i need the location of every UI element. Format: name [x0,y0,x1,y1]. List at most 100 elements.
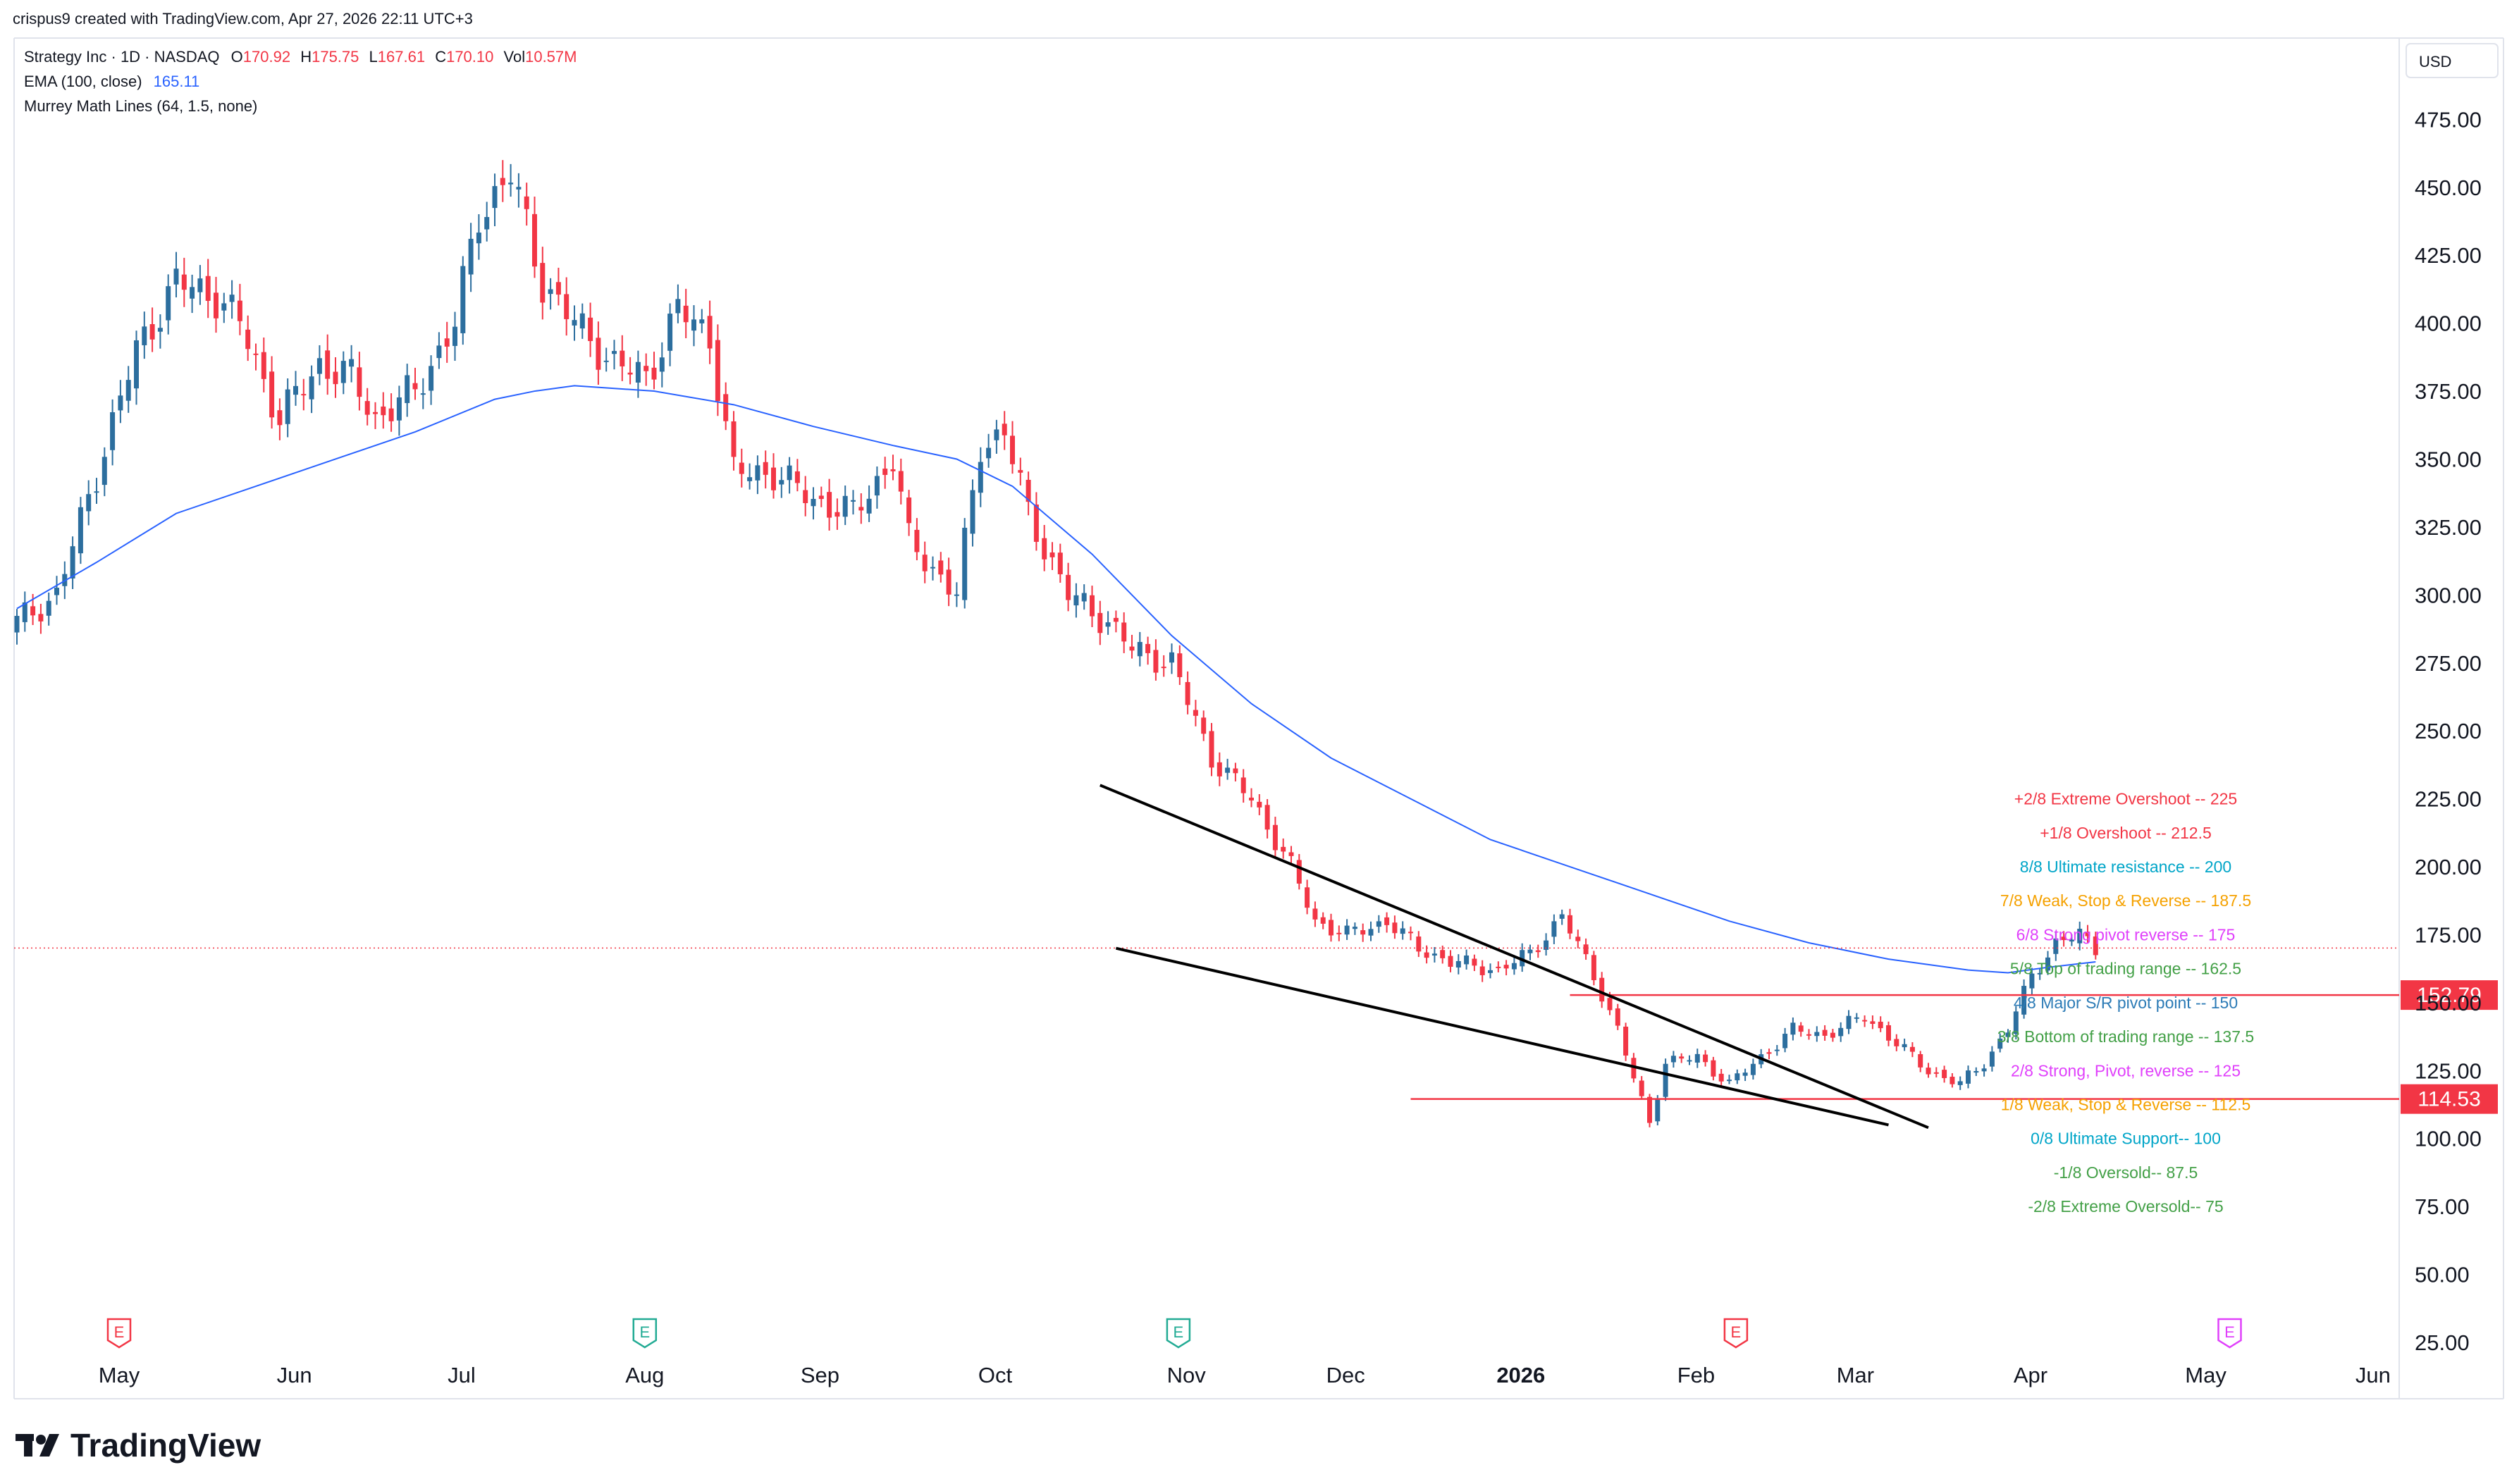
candle-body [205,276,211,301]
tradingview-logo[interactable]: TradingView [16,1426,261,1464]
candle-body [125,380,131,401]
candle-body [890,469,896,471]
legend-ema-row[interactable]: EMA (100, close) 165.11 [24,73,199,91]
candle [1711,1056,1716,1081]
candle-body [954,594,959,596]
candle [500,160,505,202]
candle-body [1870,1021,1876,1025]
candle-body [1105,622,1111,627]
candle [1735,1069,1740,1084]
candle-body [1336,932,1342,934]
candle-body [1703,1054,1708,1063]
earnings-marker[interactable]: E [632,1318,658,1349]
candle-body [1193,710,1198,716]
candle-body [596,338,601,370]
candle [1997,1033,2003,1053]
candle [1137,631,1143,667]
candle [1886,1021,1891,1046]
candle-body [325,350,331,379]
candle-body [1217,762,1222,777]
candle-body [1073,595,1079,606]
candle [1384,912,1390,933]
low-label: L [369,48,378,66]
y-tick-label: 200.00 [2415,855,2482,879]
candle-body [1591,955,1596,980]
candle-body [1408,932,1413,934]
candle-body [38,614,44,622]
candle-body [1615,1008,1620,1026]
earnings-marker[interactable]: E [106,1318,132,1349]
candle-body [1503,965,1509,969]
candle-body [476,233,481,244]
y-tick-label: 475.00 [2415,107,2482,132]
candle-body [381,406,386,416]
earnings-marker[interactable]: E [2217,1318,2242,1349]
candle-body [612,351,617,354]
candle-body [1090,595,1095,617]
candle-body [412,383,418,390]
y-tick-label: 125.00 [2415,1058,2482,1083]
candle [1520,943,1525,972]
candle [771,453,776,499]
candle-body [1249,797,1254,800]
candle-body [1201,717,1207,734]
candle [1272,817,1278,857]
x-tick-label: Feb [1677,1363,1715,1387]
candle [954,582,959,607]
candle [1981,1064,1987,1077]
candle [787,457,792,494]
candle [532,196,537,278]
time-axis[interactable]: May Jun Jul Aug Sep Oct Nov Dec 2026 Feb Mar Apr May… [99,1363,2519,1387]
candle [142,311,147,359]
candle [2085,925,2090,944]
candle [149,307,155,352]
candle-body [699,319,705,323]
x-tick-label: Jul [448,1363,476,1387]
earnings-marker[interactable]: E [1723,1318,1749,1349]
candle [1639,1076,1644,1100]
candle [1042,524,1047,571]
candle [436,332,442,369]
candle-body [1966,1070,1971,1084]
legend-murrey-row[interactable]: Murrey Math Lines (64, 1.5, none) [24,97,258,115]
candle [1973,1067,1979,1076]
candle [667,303,673,366]
y-tick-label: 225.00 [2415,787,2482,812]
currency-box[interactable]: USD [2406,43,2499,78]
candle-body [30,606,36,616]
candle-body [1416,936,1422,952]
candle [882,457,888,489]
candle [396,385,402,436]
candle-body [851,500,856,502]
candle-body [1296,860,1302,884]
candle-body [1878,1021,1883,1029]
open-label: O [230,48,243,66]
price-axis[interactable]: 25.00 50.00 75.00 100.00 125.00 150.00 175.00 2… [2415,107,2482,1355]
candle-body [285,389,290,424]
y-tick-label: 425.00 [2415,243,2482,268]
candle-body [994,429,999,440]
candle-body [1511,963,1517,970]
candle [118,380,123,423]
candle-body [555,282,561,295]
candle-body [142,326,147,345]
candle [1336,925,1342,941]
earnings-marker[interactable]: E [1166,1318,1191,1349]
symbol-name[interactable]: Strategy Inc · 1D · NASDAQ [24,48,220,66]
candle [1440,945,1446,964]
y-tick-label: 150.00 [2415,991,2482,1015]
candle [755,455,760,495]
murrey-level-label: 7/8 Weak, Stop & Reverse -- 187.5 [2000,891,2251,910]
candle-body [906,497,912,524]
candle-body [779,480,784,485]
wedge-line[interactable] [1115,946,1889,1127]
candle [1814,1026,1820,1042]
candle [444,321,450,363]
level-price-tag [2401,980,2498,1010]
candle [1145,636,1151,665]
vol-label: Vol [503,48,526,66]
wedge-line[interactable] [1100,784,1929,1130]
candle-body [1535,950,1541,953]
earnings-letter: E [2224,1323,2235,1341]
